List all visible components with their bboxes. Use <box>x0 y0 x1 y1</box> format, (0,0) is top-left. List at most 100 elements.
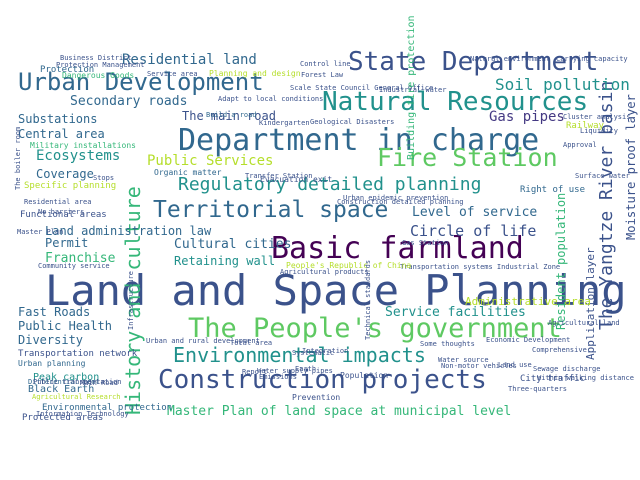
word-16: Soil pollution <box>495 75 630 94</box>
word-53: Specific planning <box>24 181 116 191</box>
word-83: Railway <box>566 121 605 131</box>
word-62: Water supply pipes <box>257 367 333 375</box>
word-36: Resident population <box>554 193 568 330</box>
word-49: Organic matter <box>154 168 222 177</box>
word-113: Agricultural land <box>548 319 620 327</box>
word-1: Department in charge <box>178 123 539 158</box>
word-103: Within walking distance <box>537 374 634 382</box>
word-30: Franchise <box>45 251 116 266</box>
word-14: Master Plan of land space at municipal l… <box>167 404 511 419</box>
word-66: Earth <box>295 365 316 373</box>
word-84: Cluster analysis <box>563 113 630 121</box>
word-57: Build a road <box>206 111 257 119</box>
word-93: Agricultural Research <box>32 393 121 401</box>
word-34: Service facilities <box>385 305 526 320</box>
word-40: Protected areas <box>22 413 103 423</box>
word-92: Public transportation <box>33 378 122 386</box>
word-43: Transportation network <box>18 349 138 359</box>
word-60: Population <box>340 371 388 380</box>
word-27: Cultural cities <box>174 237 291 252</box>
word-63: Urban and rural development <box>146 337 260 345</box>
word-61: Integration <box>302 347 348 355</box>
word-88: Dangerous Goods <box>62 71 134 80</box>
word-110: Building fire protection <box>406 16 417 161</box>
word-3: Construction projects <box>158 365 487 395</box>
word-20: Gas pipes <box>489 109 565 125</box>
word-55: Geological Disasters <box>310 118 394 126</box>
word-42: Peak carbon <box>33 372 99 383</box>
word-41: Black Earth <box>28 384 94 395</box>
word-71: Adapt to local conditions <box>218 95 323 103</box>
word-28: Retaining wall <box>174 254 275 268</box>
word-25: Level of service <box>412 205 537 220</box>
word-99: Water source <box>438 356 489 364</box>
word-10: Fire Station <box>377 143 558 172</box>
word-106: Land use <box>498 361 532 369</box>
word-56: Kindergarten <box>259 119 310 127</box>
word-87: Protection Management <box>56 61 145 69</box>
word-68: Economic Development <box>486 336 570 344</box>
word-95: Stops <box>93 174 114 182</box>
word-58: City traffic <box>520 374 585 384</box>
word-97: No barriers <box>38 208 84 216</box>
word-33: Diversity <box>18 333 83 347</box>
word-26: Circle of life <box>410 222 536 240</box>
word-32: Public Health <box>18 319 112 333</box>
word-15: Residential land <box>122 52 257 68</box>
word-4: Basic farmland <box>271 231 524 266</box>
word-47: Military installations <box>30 141 136 150</box>
word-114: Infrastructure <box>127 271 135 330</box>
word-11: Regulatory detailed planning <box>178 174 481 195</box>
word-31: Fast Roads <box>18 305 90 319</box>
word-19: The main road <box>182 109 276 123</box>
word-79: People's Republic of China <box>286 261 411 270</box>
word-80: Surface water <box>575 172 630 180</box>
word-102: Sewage discharge <box>533 365 600 373</box>
word-21: Substations <box>18 112 97 126</box>
word-7: Urban Development <box>18 68 264 96</box>
word-81: Natural environment <box>470 55 550 63</box>
word-100: Some thoughts <box>420 340 475 348</box>
word-94: Information Technology <box>36 410 129 418</box>
word-107: Emissions <box>259 373 297 381</box>
word-69: Comprehensive <box>532 346 587 354</box>
word-24: Land administration law <box>45 224 212 238</box>
word-38: Administrative area <box>465 295 591 308</box>
word-75: Transportation systems Industrial Zone <box>400 263 560 271</box>
word-0: Land and Space Planning <box>45 266 627 315</box>
word-2: The People's government <box>188 313 562 344</box>
word-50: Evacuation exit <box>260 175 332 184</box>
word-96: Residential area <box>24 198 91 206</box>
word-105: Liquidity <box>580 127 618 135</box>
word-9: Environmental impacts <box>173 343 426 367</box>
word-29: Permit <box>45 236 88 250</box>
word-74: Industrial water <box>379 86 446 94</box>
word-5: Natural Resources <box>322 87 588 117</box>
word-101: Non-motor vehicles <box>441 362 517 370</box>
word-39: Coverage <box>36 167 94 181</box>
word-67: Three-quarters <box>508 385 567 393</box>
word-51: Right of use <box>520 185 585 195</box>
word-6: State Department <box>348 47 598 77</box>
word-54: Community service <box>38 262 110 270</box>
word-108: Systematic <box>292 349 334 357</box>
word-12: History and culture <box>121 186 145 415</box>
word-13: The Yangtze River basin <box>596 81 617 330</box>
word-48: Protection <box>40 65 94 75</box>
word-98: Gas Station <box>402 239 448 247</box>
word-70: Transfer Station <box>245 172 312 180</box>
word-89: Service area <box>147 70 198 78</box>
word-44: Urban planning <box>18 359 86 368</box>
word-37: Application layer <box>584 247 597 360</box>
word-22: Central area <box>18 127 105 141</box>
word-18: Secondary roads <box>70 94 187 109</box>
word-45: Differential rent <box>28 378 100 386</box>
word-23: Ecosystems <box>36 148 120 164</box>
word-85: Scale State Council General Office <box>290 84 433 92</box>
word-111: The boiler room <box>14 127 22 190</box>
word-72: Control line <box>300 60 351 68</box>
word-59: Prevention <box>292 393 340 402</box>
word-77: Construction detailed planning <box>337 198 463 206</box>
word-46: Environmental protection <box>42 403 172 413</box>
